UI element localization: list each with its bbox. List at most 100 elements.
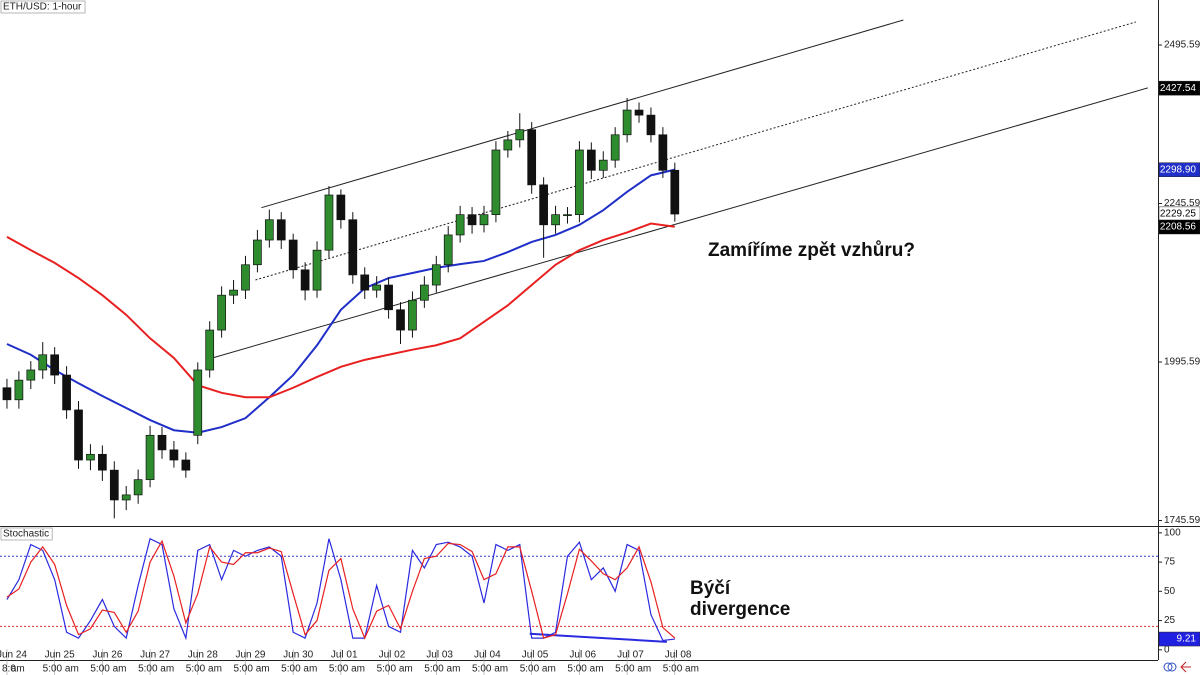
x-time-label: 5:00 am <box>472 664 508 675</box>
candle-body <box>181 459 191 471</box>
candle-body <box>336 194 346 221</box>
x-time-label: 5:00 am <box>43 664 79 675</box>
x-tick-label: Jul 07 <box>617 650 644 661</box>
candle-body <box>109 469 119 501</box>
x-tick-label: Jun 27 <box>140 650 170 661</box>
candle-body <box>169 449 179 461</box>
candle-body <box>324 194 334 251</box>
price-marker <box>1158 631 1200 647</box>
annotation: Zamíříme zpět vzhůru? <box>708 240 915 261</box>
candle-body <box>515 129 525 141</box>
x-time-label: 5:00 am <box>615 664 651 675</box>
icon[interactable] <box>1167 662 1177 672</box>
price-marker-label: 9.21 <box>1177 634 1197 645</box>
x-time-label: am <box>11 664 25 675</box>
candle-body <box>551 214 560 226</box>
candle-body <box>455 214 465 236</box>
trend-line <box>255 21 1137 281</box>
candle-body <box>670 169 680 215</box>
x-tick-label: Jul 02 <box>379 650 406 661</box>
candle-body <box>2 387 12 401</box>
candle-body <box>491 149 501 216</box>
x-time-label: 5:00 am <box>281 664 317 675</box>
trend-line <box>261 19 904 209</box>
trend-line <box>205 87 1149 361</box>
price-marker <box>1158 80 1200 96</box>
title-box <box>0 0 86 14</box>
candle-body <box>26 369 36 381</box>
x-time-label: 8:0 <box>2 664 16 675</box>
candle-body <box>610 134 620 161</box>
candle-body <box>253 239 262 266</box>
candle-body <box>217 294 226 331</box>
stochastic-line <box>6 539 676 640</box>
price-marker-label: 2427.54 <box>1160 83 1197 94</box>
moving-average <box>6 222 675 399</box>
y-tick-label: 100 <box>1164 527 1181 538</box>
candle-body <box>408 299 417 331</box>
candle-body <box>276 219 286 241</box>
candle-body <box>527 129 537 186</box>
annotation: Býčí <box>690 578 731 599</box>
x-tick-label: Jun 30 <box>283 650 313 661</box>
y-tick-label: 1745.59 <box>1164 515 1200 526</box>
icons[interactable] <box>1163 661 1191 673</box>
candle-body <box>467 214 477 226</box>
x-tick-label: Jun 26 <box>92 650 122 661</box>
y-tick-label: 2495.59 <box>1164 40 1200 51</box>
x-tick-label: Jul 01 <box>331 650 358 661</box>
candle-body <box>98 453 107 471</box>
candle-body <box>503 139 513 151</box>
candle-body <box>38 354 48 371</box>
panel-title: Stochastic <box>3 529 49 540</box>
y-tick-label: 25 <box>1164 615 1176 626</box>
x-time-label: 5:00 am <box>90 664 126 675</box>
candle-body <box>420 284 429 301</box>
candle-body <box>646 114 656 136</box>
x-time-label: 5:00 am <box>138 664 174 675</box>
x-time-label: 5:00 am <box>424 664 460 675</box>
x-time-label: 5:00 am <box>520 664 556 675</box>
candle-body <box>384 284 393 311</box>
y-tick-label: 2245.59 <box>1164 198 1200 209</box>
candle-body <box>622 109 632 136</box>
candle-body <box>264 219 274 241</box>
y-tick-label: 75 <box>1164 557 1176 568</box>
candle-body <box>443 234 453 266</box>
moving-average <box>6 168 676 434</box>
x-time-label: 5:00 am <box>233 664 269 675</box>
candle-body <box>360 274 370 291</box>
candle-body <box>50 354 60 376</box>
candle-body <box>586 149 596 171</box>
x-time-label: 5:00 am <box>663 664 699 675</box>
candle-body <box>396 309 405 331</box>
x-tick-label: Jun 24 <box>0 650 27 661</box>
icon[interactable] <box>1180 661 1191 673</box>
x-time-label: 5:00 am <box>377 664 413 675</box>
candle-body <box>205 329 215 371</box>
x-tick-label: Jul 03 <box>426 650 453 661</box>
candle-body <box>288 239 298 271</box>
x-tick-label: Jun 29 <box>235 650 265 661</box>
candle-body <box>372 284 382 291</box>
candle-body <box>133 479 143 496</box>
candle-body <box>14 379 24 401</box>
icon[interactable] <box>1163 662 1173 672</box>
candle-body <box>121 494 131 501</box>
candle-body <box>575 149 584 216</box>
candle-body <box>86 453 95 461</box>
price-marker <box>1158 219 1200 235</box>
x-time-label: 5:00 am <box>186 664 222 675</box>
candle-body <box>539 184 548 226</box>
x-tick-label: Jun 25 <box>45 650 75 661</box>
candle-body <box>241 264 250 291</box>
y-tick-label: 50 <box>1164 586 1176 597</box>
x-tick-label: Jun 28 <box>188 650 218 661</box>
annotation: divergence <box>690 599 790 620</box>
x-tick-label: Jul 04 <box>474 650 501 661</box>
candle-body <box>479 214 489 226</box>
price-marker <box>1158 162 1200 177</box>
candle-body <box>634 109 644 116</box>
